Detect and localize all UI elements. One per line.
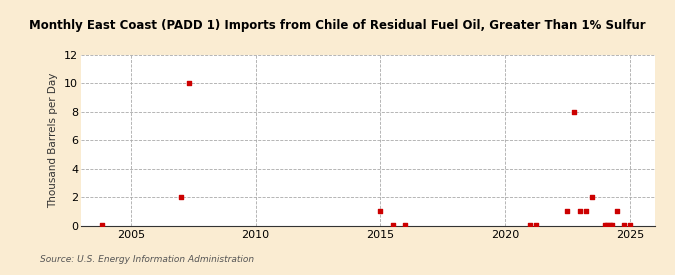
- Text: Monthly East Coast (PADD 1) Imports from Chile of Residual Fuel Oil, Greater Tha: Monthly East Coast (PADD 1) Imports from…: [29, 19, 646, 32]
- Point: [618, 222, 629, 227]
- Point: [602, 222, 613, 227]
- Point: [387, 222, 398, 227]
- Point: [574, 209, 585, 213]
- Point: [580, 209, 591, 213]
- Point: [531, 222, 541, 227]
- Point: [607, 222, 618, 227]
- Point: [599, 222, 610, 227]
- Point: [524, 222, 535, 227]
- Point: [624, 222, 635, 227]
- Point: [97, 222, 107, 227]
- Point: [400, 222, 410, 227]
- Point: [604, 222, 615, 227]
- Point: [612, 209, 623, 213]
- Y-axis label: Thousand Barrels per Day: Thousand Barrels per Day: [49, 73, 59, 208]
- Point: [176, 195, 186, 199]
- Point: [568, 110, 579, 114]
- Point: [562, 209, 573, 213]
- Point: [184, 81, 194, 86]
- Point: [375, 209, 385, 213]
- Point: [587, 195, 598, 199]
- Text: Source: U.S. Energy Information Administration: Source: U.S. Energy Information Administ…: [40, 255, 254, 264]
